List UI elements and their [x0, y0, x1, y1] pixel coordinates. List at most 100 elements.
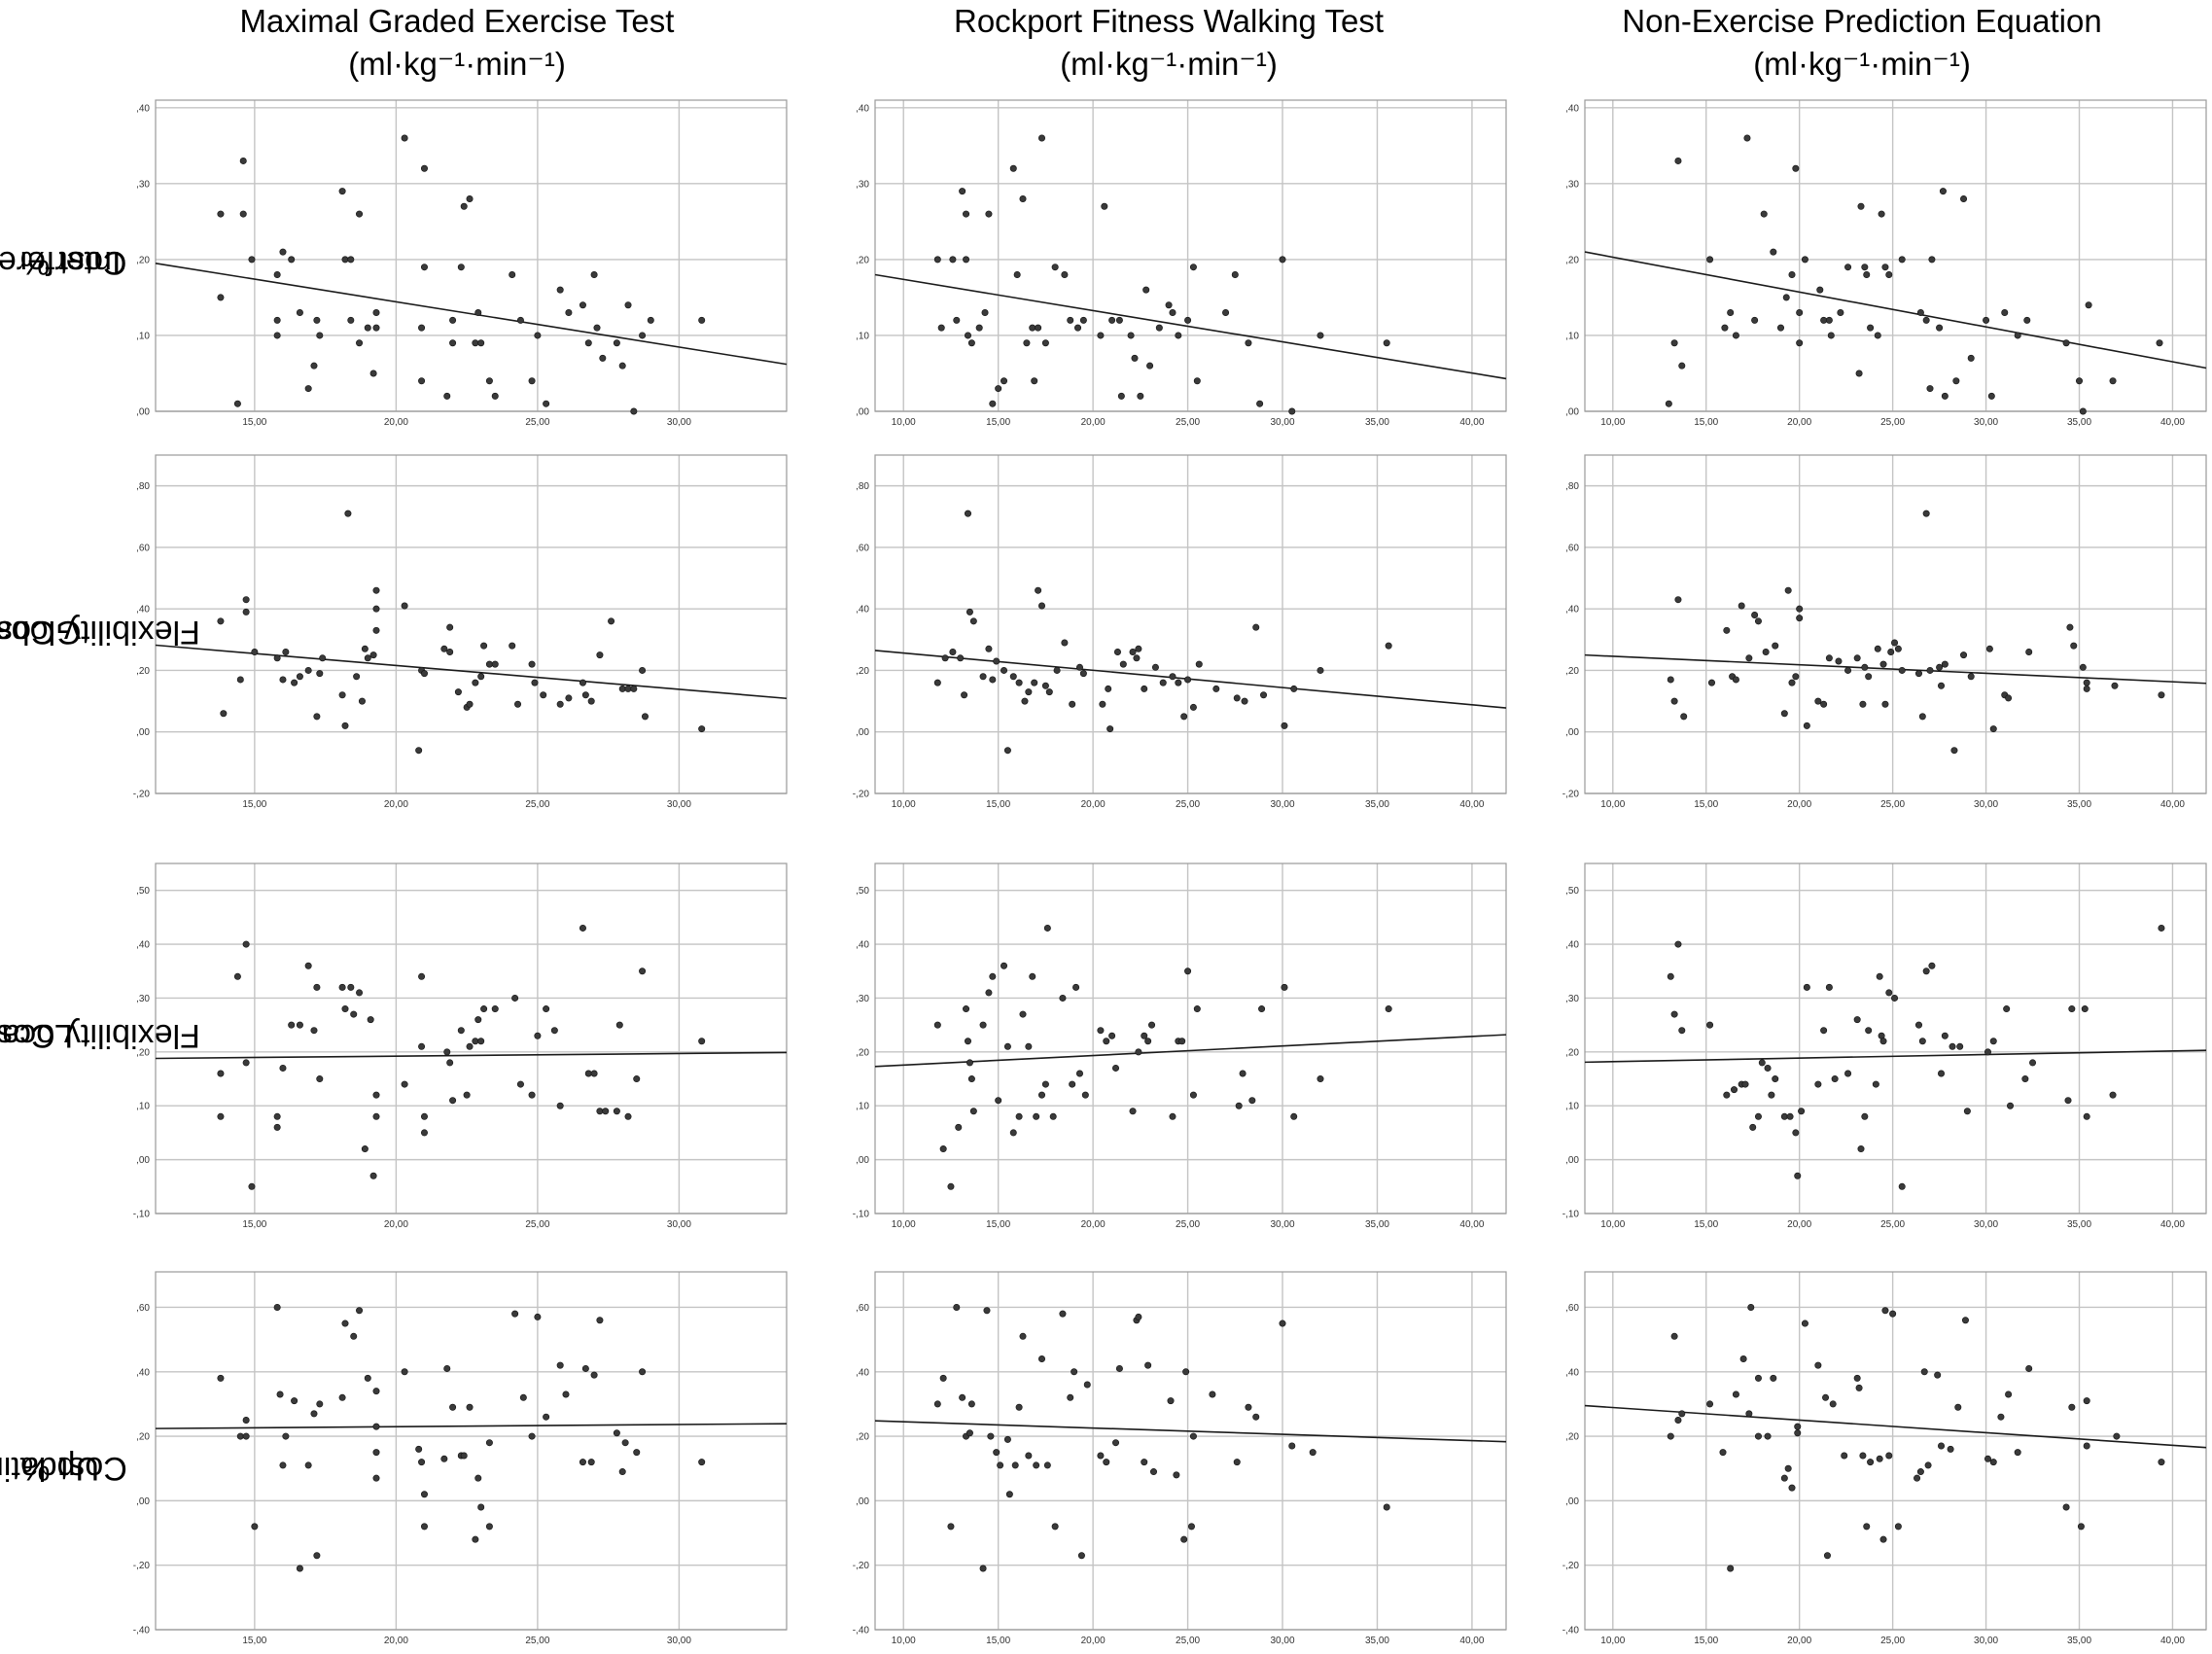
data-point — [534, 1313, 542, 1320]
data-point — [1885, 1452, 1893, 1460]
grid-lines — [156, 100, 787, 412]
y-tick-label: ,30 — [856, 994, 869, 1004]
data-point — [966, 1059, 973, 1067]
data-point — [1776, 324, 1784, 332]
data-point — [1670, 697, 1678, 705]
data-point — [1112, 1064, 1120, 1072]
y-tick-label: -,20 — [133, 790, 151, 800]
data-point — [304, 1461, 312, 1469]
y-tick-label: ,50 — [136, 886, 150, 897]
data-point — [440, 645, 448, 652]
data-point — [1764, 1064, 1772, 1072]
data-point — [449, 1097, 457, 1105]
data-point — [1067, 316, 1074, 324]
data-point — [217, 1112, 225, 1120]
x-tick-label: 15,00 — [242, 1636, 266, 1646]
x-tick-label: 40,00 — [1459, 799, 1484, 810]
data-point — [1189, 1091, 1197, 1099]
x-tick-label: 35,00 — [1365, 1636, 1389, 1646]
data-point — [401, 1080, 408, 1088]
x-tick-label: 30,00 — [1271, 799, 1295, 810]
data-point — [1853, 654, 1861, 662]
data-point — [985, 210, 993, 218]
data-point — [1889, 1310, 1897, 1318]
data-point — [556, 1102, 564, 1109]
data-point — [356, 339, 364, 347]
data-point — [273, 1112, 281, 1120]
data-point — [1780, 710, 1788, 718]
data-point — [590, 271, 598, 279]
data-point — [1033, 1461, 1040, 1469]
scatter-panel-local-flexibility-rockport: -,10 ,00 ,10 ,20 ,30 ,40 ,50 10,00 15,00 20,00 25,… — [853, 862, 1507, 1230]
data-point — [1801, 256, 1808, 264]
column-title-rockport: Rockport Fitness Walking Test (ml·kg⁻¹·m… — [819, 0, 1519, 86]
data-point — [310, 1027, 318, 1035]
data-point — [1385, 1005, 1392, 1013]
y-tick-label: ,80 — [136, 481, 150, 492]
data-point — [1803, 721, 1810, 729]
data-point — [1159, 679, 1167, 686]
data-point — [1782, 294, 1790, 301]
x-tick-label: 25,00 — [1880, 799, 1905, 810]
y-tick-label: -,40 — [853, 1626, 870, 1636]
data-point — [2007, 1102, 2015, 1109]
data-point — [1235, 1102, 1243, 1109]
data-point — [480, 1005, 488, 1013]
data-point — [1189, 703, 1197, 711]
x-tick-label: 25,00 — [1176, 1636, 1200, 1646]
data-point — [1241, 697, 1248, 705]
data-point — [279, 1461, 287, 1469]
data-point — [1231, 271, 1239, 279]
data-point — [1071, 1368, 1078, 1376]
data-point — [1751, 612, 1759, 619]
data-point — [418, 1042, 426, 1050]
x-tick-label: 25,00 — [525, 1219, 549, 1230]
data-point — [2113, 1432, 2121, 1440]
data-point — [1794, 1429, 1802, 1437]
data-point — [584, 1070, 592, 1077]
x-tick-label: 15,00 — [1694, 799, 1718, 810]
data-point — [618, 362, 626, 370]
data-point — [1938, 1442, 1946, 1450]
x-tick-label: 10,00 — [1600, 1636, 1625, 1646]
data-point — [1075, 1070, 1083, 1077]
x-tick-label: 30,00 — [1271, 1636, 1295, 1646]
data-point — [304, 385, 312, 393]
data-point — [953, 1303, 961, 1311]
data-point — [1861, 264, 1869, 271]
data-point — [1947, 1445, 1954, 1453]
data-point — [1844, 1070, 1852, 1077]
data-point — [1175, 332, 1182, 339]
data-point — [217, 294, 225, 301]
data-point — [1727, 309, 1735, 317]
data-point — [985, 645, 993, 652]
data-point — [446, 1059, 454, 1067]
data-point — [1674, 596, 1682, 604]
x-tick-label: 10,00 — [1600, 1219, 1625, 1230]
data-point — [596, 651, 604, 659]
data-point — [1059, 1310, 1067, 1318]
x-tick-label: 40,00 — [2160, 1219, 2185, 1230]
data-point — [963, 1005, 970, 1013]
x-tick-label: 30,00 — [667, 1636, 691, 1646]
data-point — [967, 1400, 975, 1408]
y-tick-label: ,20 — [856, 255, 869, 265]
data-point — [1260, 691, 1268, 699]
data-point — [1256, 400, 1264, 407]
data-point — [1891, 994, 1899, 1002]
data-point — [1674, 1417, 1682, 1425]
data-point — [599, 354, 607, 362]
data-point — [2023, 316, 2031, 324]
column-title-text: Non-Exercise Prediction Equation — [1622, 3, 2102, 39]
data-point — [443, 392, 451, 400]
column-unit-text: (ml·kg⁻¹·min⁻¹) — [1060, 46, 1278, 82]
data-point — [276, 1390, 284, 1398]
data-point — [1754, 1112, 1762, 1120]
regression-line — [155, 1423, 788, 1429]
data-point — [217, 1070, 225, 1077]
data-point — [1043, 924, 1051, 932]
data-point — [1665, 400, 1672, 407]
data-point — [1920, 1368, 1928, 1376]
data-point — [316, 670, 324, 678]
data-point — [639, 968, 647, 975]
